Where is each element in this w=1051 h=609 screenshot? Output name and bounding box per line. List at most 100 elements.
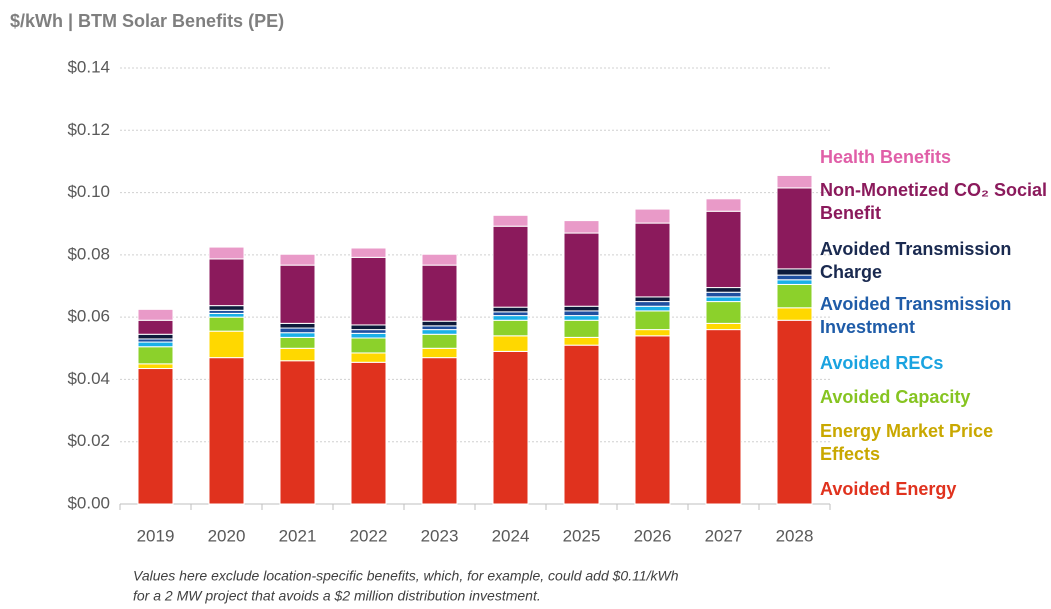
y-tick-label: $0.04 (67, 369, 110, 388)
bar-segment (137, 333, 174, 340)
footnote: for a 2 MW project that avoids a $2 mill… (133, 588, 541, 604)
bar-segment (137, 341, 174, 348)
legend-label: Non-Monetized CO₂ Social Benefit (820, 180, 1048, 223)
x-tick-label: 2026 (634, 526, 672, 545)
bar-segment (705, 296, 742, 303)
bar-segment (776, 274, 813, 281)
y-tick-label: $0.02 (67, 431, 110, 450)
bar-segment (634, 335, 671, 505)
bar-segment (279, 336, 316, 349)
bar-segment (279, 332, 316, 338)
bar-segment (492, 214, 529, 227)
bar-segment (350, 324, 387, 331)
bar-segment (350, 247, 387, 258)
bar-segment (634, 222, 671, 298)
y-tick-label: $0.14 (67, 57, 110, 76)
bar-segment (492, 350, 529, 505)
x-tick-label: 2021 (279, 526, 317, 545)
bar-segment (705, 301, 742, 324)
bar-segment (776, 307, 813, 321)
legend-label: Health Benefits (820, 147, 952, 167)
bar-segment (492, 319, 529, 337)
bar-segment (421, 264, 458, 322)
y-tick-label: $0.10 (67, 182, 110, 201)
bar-segment (634, 208, 671, 224)
bar-segment (208, 246, 245, 260)
bar-segment (563, 344, 600, 505)
bar-segment (776, 319, 813, 505)
bar-segment (208, 316, 245, 332)
bar-segment (563, 315, 600, 321)
y-tick-label: $0.00 (67, 493, 110, 512)
bar-segment (350, 352, 387, 363)
x-tick-label: 2023 (421, 526, 459, 545)
bar-segment (634, 296, 671, 303)
bar-segment (421, 333, 458, 349)
legend-label: Avoided Transmission Charge (820, 239, 1012, 282)
bar-segment (776, 268, 813, 276)
bar-segment (279, 322, 316, 329)
bar-segment (208, 305, 245, 311)
bar-segment (421, 329, 458, 335)
bar-segment (421, 320, 458, 327)
x-tick-label: 2025 (563, 526, 601, 545)
bar-segment (705, 287, 742, 293)
legend-label: Avoided Transmission Investment (820, 294, 1012, 337)
bar-segment (705, 329, 742, 505)
footnote: Values here exclude location-specific be… (133, 568, 679, 584)
bar-segment (421, 357, 458, 505)
x-tick-label: 2019 (137, 526, 175, 545)
bar-segment (279, 264, 316, 324)
bar-segment (279, 360, 316, 505)
bar-segment (634, 305, 671, 312)
bar-segment (137, 319, 174, 335)
legend-label: Avoided Capacity (820, 387, 971, 407)
bar-segment (563, 305, 600, 312)
bar-segment (137, 308, 174, 321)
bar-segment (492, 225, 529, 308)
bar-segment (634, 310, 671, 331)
bar-segment (350, 361, 387, 505)
bar-segment (421, 347, 458, 359)
y-tick-label: $0.08 (67, 244, 110, 263)
bar-segment (705, 198, 742, 212)
bar-segment (279, 253, 316, 266)
bar-segment (492, 306, 529, 313)
bar-segment (137, 368, 174, 505)
bar-segment (350, 337, 387, 354)
bar-segment (634, 329, 671, 337)
legend-label: Avoided RECs (820, 353, 944, 373)
bar-segment (421, 325, 458, 331)
x-tick-label: 2024 (492, 526, 530, 545)
y-tick-label: $0.12 (67, 120, 110, 139)
bar-segment (776, 174, 813, 189)
bar-segment (563, 336, 600, 346)
bar-segment (350, 256, 387, 326)
bar-segment (563, 220, 600, 234)
bar-segment (421, 253, 458, 266)
bar-segment (705, 210, 742, 289)
bar-segment (776, 283, 813, 309)
legend-label: Avoided Energy (820, 479, 957, 499)
x-tick-label: 2028 (776, 526, 814, 545)
x-tick-label: 2022 (350, 526, 388, 545)
bar-segment (563, 310, 600, 317)
bar-segment (563, 232, 600, 307)
x-tick-label: 2027 (705, 526, 743, 545)
bar-segment (776, 279, 813, 285)
y-tick-label: $0.06 (67, 307, 110, 326)
x-tick-label: 2020 (208, 526, 246, 545)
bar-segment (208, 357, 245, 505)
bar-segment (350, 329, 387, 334)
bar-segment (279, 327, 316, 334)
bar-segment (279, 347, 316, 362)
bar-segment (137, 363, 174, 370)
bar-segment (705, 291, 742, 298)
bar-segment (492, 311, 529, 317)
bar-segment (492, 335, 529, 352)
bar-segment (492, 315, 529, 321)
chart-title: $/kWh | BTM Solar Benefits (PE) (10, 11, 284, 31)
bar-segment (208, 312, 245, 318)
